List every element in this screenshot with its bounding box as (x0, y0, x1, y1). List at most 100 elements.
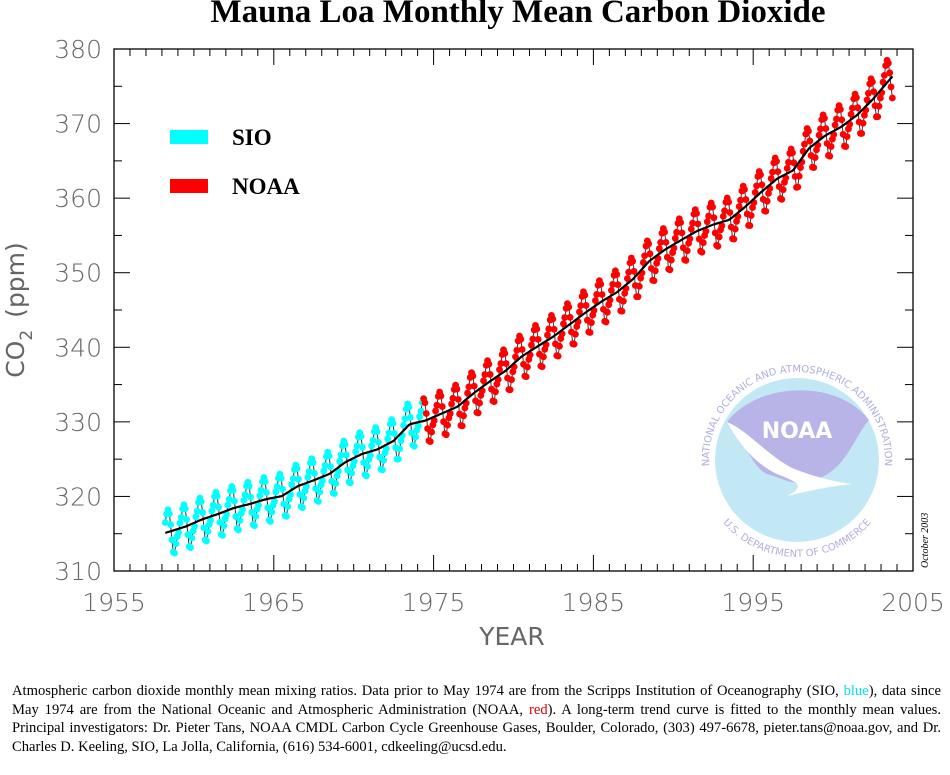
noaa-data-point (545, 325, 553, 333)
noaa-data-point (875, 102, 883, 110)
sio-data-point (252, 512, 260, 520)
noaa-data-point (849, 104, 856, 112)
noaa-data-point (810, 164, 818, 172)
noaa-data-point (797, 164, 804, 172)
noaa-data-point (888, 94, 896, 102)
y-axis-subscript: 2 (17, 330, 37, 341)
noaa-data-point (469, 372, 477, 380)
y-tick-label: 320 (54, 482, 102, 511)
noaa-data-point (843, 133, 851, 141)
noaa-data-point (677, 219, 685, 226)
sio-data-point (288, 481, 296, 489)
sio-data-point (245, 482, 253, 490)
sio-data-point (303, 483, 310, 491)
sio-data-point (225, 495, 233, 503)
noaa-data-point (694, 220, 702, 228)
sio-data-point (319, 477, 326, 484)
noaa-data-point (528, 341, 535, 349)
noaa-data-point (497, 360, 505, 367)
noaa-data-point (566, 313, 574, 321)
noaa-data-point (790, 159, 798, 167)
sio-data-point (400, 421, 408, 429)
noaa-data-point (655, 245, 663, 252)
sio-data-point (389, 419, 397, 427)
noaa-data-point (757, 171, 764, 179)
sio-data-point (268, 508, 276, 516)
noaa-data-point (876, 94, 884, 102)
noaa-data-point (502, 360, 510, 367)
sio-data-point (284, 503, 292, 510)
sio-data-point (408, 429, 416, 437)
legend-label-noaa: NOAA (232, 174, 300, 199)
noaa-data-point (625, 268, 633, 276)
sio-data-point (279, 485, 286, 493)
noaa-data-point (751, 188, 759, 196)
noaa-data-point (572, 330, 579, 338)
noaa-data-point (453, 385, 461, 393)
noaa-data-point (731, 225, 739, 233)
sio-data-point (289, 475, 297, 483)
noaa-data-point (741, 186, 748, 193)
sio-data-point (224, 501, 232, 509)
sio-data-point (305, 468, 313, 475)
trend-curve (164, 75, 894, 534)
noaa-data-point (693, 209, 701, 217)
noaa-data-point (662, 238, 670, 246)
noaa-data-point (742, 196, 750, 203)
sio-data-point (171, 549, 178, 557)
noaa-data-point (444, 421, 451, 429)
noaa-data-point (718, 222, 726, 230)
sio-data-point (401, 415, 409, 423)
noaa-data-point (838, 116, 846, 124)
sio-data-point (406, 413, 414, 421)
sio-data-point (272, 488, 280, 496)
sio-data-point (251, 522, 258, 530)
noaa-data-point (538, 363, 546, 371)
x-tick-label: 1975 (402, 588, 466, 617)
sio-data-point (257, 486, 265, 494)
noaa-data-point (641, 252, 649, 260)
noaa-data-point (806, 137, 814, 145)
noaa-data-point (490, 398, 498, 405)
sio-data-point (397, 437, 405, 445)
noaa-data-point (480, 377, 487, 385)
sio-data-point (396, 445, 404, 453)
sio-data-point (357, 433, 365, 440)
sio-data-point (394, 455, 402, 463)
sio-data-point (364, 463, 372, 470)
noaa-data-point (426, 438, 434, 446)
noaa-data-point (513, 346, 521, 354)
noaa-data-point (496, 366, 503, 374)
noaa-data-point (666, 266, 674, 274)
noaa-data-point (880, 71, 888, 79)
x-axis-title: YEAR (478, 622, 545, 651)
sio-data-point (309, 459, 317, 467)
sio-data-point (416, 413, 424, 421)
co2-chart: NOAA NATIONAL OCEANIC AND ATMOSPHERIC AD… (1, 35, 945, 651)
noaa-data-point (458, 422, 466, 430)
noaa-data-point (449, 394, 457, 402)
legend: SIO NOAA (170, 125, 300, 199)
noaa-data-point (753, 182, 760, 190)
sio-data-point (240, 496, 248, 504)
noaa-data-point (618, 307, 626, 315)
noaa-data-point (481, 371, 489, 378)
sio-data-point (295, 475, 302, 483)
sio-data-point (215, 503, 222, 511)
sio-data-point (239, 506, 246, 513)
sio-data-point (293, 465, 301, 473)
sio-data-point (337, 451, 345, 459)
noaa-data-point (593, 291, 601, 298)
sio-data-point (177, 514, 185, 521)
noaa-data-point (837, 105, 844, 113)
sio-data-point (264, 504, 272, 512)
noaa-data-point (629, 258, 637, 265)
noaa-data-point (533, 325, 541, 333)
sio-data-point (271, 497, 278, 505)
sio-data-point (321, 461, 329, 469)
sio-data-point (261, 478, 269, 485)
sio-data-point (176, 519, 184, 527)
noaa-data-point (634, 293, 642, 301)
noaa-data-point (859, 119, 867, 127)
noaa-data-point (886, 69, 894, 77)
